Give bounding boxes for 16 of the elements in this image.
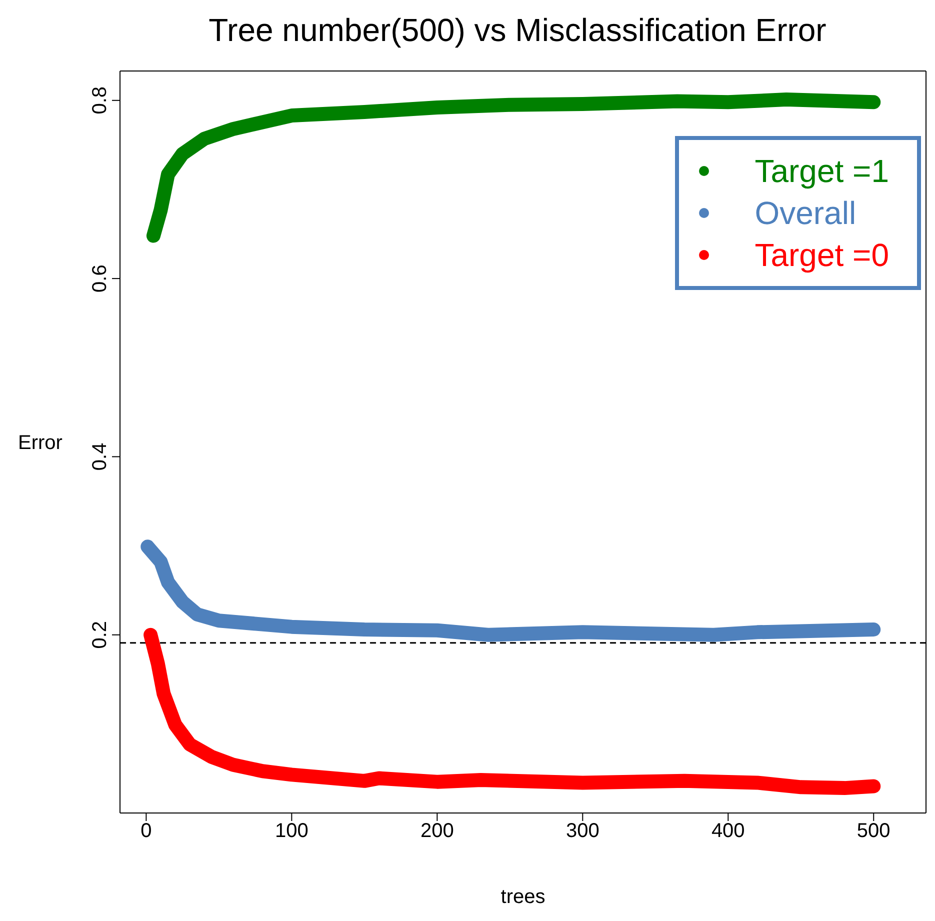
x-tick-label: 0 (140, 820, 152, 842)
legend-label: Target =0 (754, 236, 889, 275)
x-tick-label: 300 (566, 820, 600, 842)
y-tick-label: 0.6 (89, 264, 111, 292)
legend-label: Target =1 (754, 152, 889, 191)
y-tick-label: 0.2 (89, 620, 111, 649)
x-tick-label: 200 (420, 820, 454, 842)
x-tick-label: 100 (274, 820, 308, 842)
x-axis-title: trees (500, 886, 546, 908)
y-tick-label: 0.8 (89, 86, 111, 114)
y-tick-label: 0.4 (89, 442, 111, 471)
y-axis-title: Error (18, 432, 63, 454)
chart-title: Tree number(500) vs Misclassification Error (208, 12, 828, 49)
legend-label: Overall (754, 194, 856, 233)
x-tick-label: 500 (856, 820, 890, 842)
x-tick-label: 400 (711, 820, 745, 842)
